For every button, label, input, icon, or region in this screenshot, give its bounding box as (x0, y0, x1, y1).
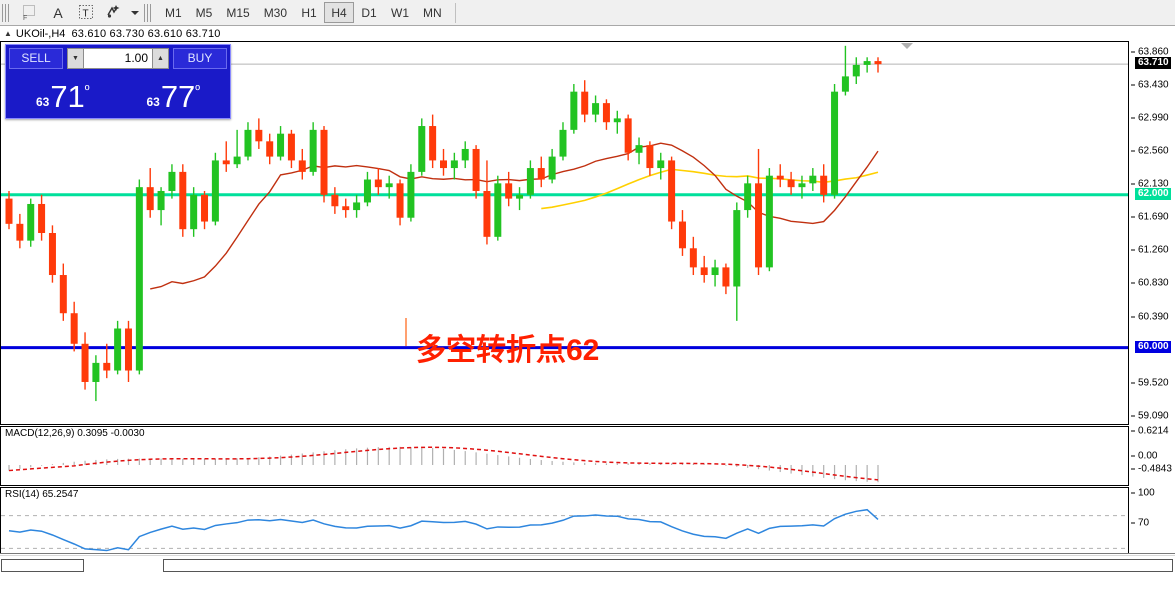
rsi-axis-tick (1131, 492, 1135, 494)
timeframe-m1[interactable]: M1 (165, 5, 182, 20)
price-axis-tick (1131, 51, 1135, 53)
chart-annotation-text: 多空转折点62 (416, 334, 600, 367)
text-label-icon[interactable]: A (53, 4, 63, 21)
price-axis-tick (1131, 249, 1135, 251)
rsi-axis-label: 100 (1138, 487, 1155, 499)
crosshair-icon[interactable]: F (16, 1, 44, 25)
price-axis-label: 62.000 (1135, 187, 1171, 200)
price-axis-tick (1131, 150, 1135, 152)
macd-axis-tick (1131, 455, 1135, 457)
price-axis-label: 60.390 (1138, 311, 1169, 323)
macd-pane[interactable]: MACD(12,26,9) 0.3095 -0.0030 (0, 426, 1129, 486)
buy-price[interactable]: 63 77 º (119, 71, 227, 114)
trade-panel-prices: 63 71 º 63 77 º (6, 71, 230, 117)
price-axis-tick (1131, 382, 1135, 384)
one-click-trading-panel[interactable]: SELL ▼ 1.00 ▲ BUY 63 71 º 63 77 º (5, 44, 231, 119)
price-axis[interactable]: 63.860 63.710 63.430 62.990 62.560 62.130 62.0… (1130, 41, 1175, 607)
period-separator-marker-icon (901, 43, 913, 49)
svg-text:F: F (23, 15, 27, 21)
macd-axis-tick (1131, 430, 1135, 432)
macd-svg (8, 446, 879, 483)
timeframe-h4[interactable]: H4 (324, 2, 355, 23)
bottom-strip (0, 553, 1175, 611)
sell-button[interactable]: SELL (9, 47, 63, 69)
price-axis-label: 60.830 (1138, 277, 1169, 289)
macd-axis-label: -0.4843 (1138, 463, 1172, 475)
sell-price-fraction: º (84, 82, 90, 97)
terminal-tab-main[interactable] (163, 559, 1173, 572)
price-axis-tick (1131, 316, 1135, 318)
collapse-triangle-icon[interactable]: ▲ (4, 29, 12, 38)
buy-price-whole: 63 (146, 95, 160, 109)
chevron-down-icon[interactable] (128, 1, 142, 25)
volume-stepper[interactable]: ▼ 1.00 ▲ (67, 47, 169, 69)
timeframe-d1[interactable]: D1 (361, 5, 377, 20)
objects-icon[interactable] (100, 1, 128, 25)
rsi-axis-label: 70 (1138, 517, 1150, 529)
symbol-quotes: 63.610 63.730 63.610 63.710 (71, 27, 221, 40)
status-bar (0, 553, 1175, 556)
price-axis-label: 62.130 (1138, 178, 1169, 190)
timeframe-mn[interactable]: MN (423, 5, 442, 20)
toolbar-grip[interactable] (2, 3, 11, 22)
price-axis-label: 60.000 (1135, 340, 1171, 353)
trade-panel-top-row: SELL ▼ 1.00 ▲ BUY (6, 45, 230, 71)
rsi-axis-tick (1131, 522, 1135, 524)
chart-area[interactable]: 多空转折点62 MACD(12,26,9) 0.3095 -0.0030 RSI… (0, 41, 1175, 607)
timeframe-group: M1 M5 M15 M30 H1 H4 D1 W1 MN (158, 1, 449, 25)
symbol-label: UKOil-,H4 (15, 27, 66, 40)
price-axis-label: 63.430 (1138, 79, 1169, 91)
rsi-label: RSI(14) 65.2547 (5, 489, 79, 500)
symbol-bar: ▲ UKOil-,H4 63.610 63.730 63.610 63.710 (0, 26, 1175, 41)
price-axis-tick (1131, 84, 1135, 86)
rsi-svg (1, 508, 1128, 552)
price-axis-tick (1131, 183, 1135, 185)
buy-price-fraction: º (195, 82, 201, 97)
price-axis-label: 62.990 (1138, 112, 1169, 124)
price-axis-tick (1131, 415, 1135, 417)
timeframe-m15[interactable]: M15 (226, 5, 250, 20)
volume-input[interactable]: 1.00 (84, 47, 152, 69)
main-toolbar: F A T M1 M5 M15 M30 H1 H4 D1 W1 MN (0, 0, 1175, 26)
buy-button[interactable]: BUY (173, 47, 227, 69)
toolbar-separator (454, 2, 456, 23)
buy-price-pips: 77 (160, 79, 196, 114)
macd-axis-tick (1131, 468, 1135, 470)
candlestick-svg (1, 45, 1128, 402)
price-axis-label: 62.560 (1138, 145, 1169, 157)
sell-price-whole: 63 (35, 95, 50, 109)
price-axis-label: 61.690 (1138, 211, 1169, 223)
macd-axis-label: 0.6214 (1138, 425, 1169, 437)
annotation-tick (405, 318, 407, 346)
price-axis-label: 61.260 (1138, 244, 1169, 256)
sell-price-pips: 71 (50, 79, 85, 114)
timeframe-w1[interactable]: W1 (391, 5, 410, 20)
price-axis-label: 59.090 (1138, 410, 1169, 422)
text-box-icon[interactable]: T (72, 1, 100, 25)
svg-text:T: T (82, 9, 88, 20)
price-axis-label: 63.860 (1138, 46, 1169, 58)
sell-price[interactable]: 63 71 º (9, 71, 117, 114)
price-axis-label: 59.520 (1138, 377, 1169, 389)
price-axis-label: 63.710 (1135, 57, 1171, 70)
timeframe-group-grip[interactable] (144, 3, 153, 22)
volume-decrease-button[interactable]: ▼ (67, 47, 84, 69)
price-axis-tick (1131, 216, 1135, 218)
macd-label: MACD(12,26,9) 0.3095 -0.0030 (5, 428, 145, 439)
price-axis-tick (1131, 282, 1135, 284)
price-axis-tick (1131, 117, 1135, 119)
timeframe-h1[interactable]: H1 (301, 5, 317, 20)
timeframe-m5[interactable]: M5 (195, 5, 213, 20)
macd-axis-label: 0.00 (1138, 450, 1158, 462)
terminal-tab-left[interactable] (1, 559, 84, 572)
timeframe-m30[interactable]: M30 (263, 5, 288, 20)
volume-increase-button[interactable]: ▲ (152, 47, 169, 69)
